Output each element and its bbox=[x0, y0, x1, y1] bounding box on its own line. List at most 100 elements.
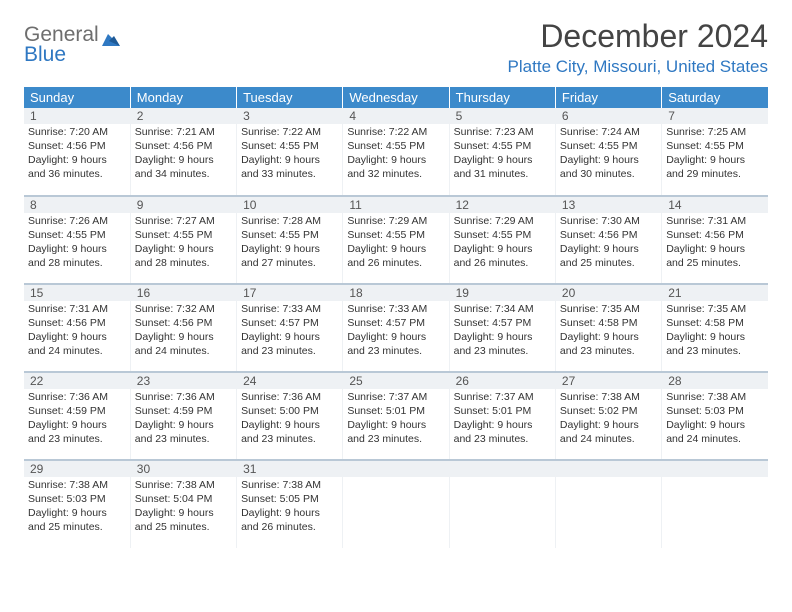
daylight-line: Daylight: 9 hours and 26 minutes. bbox=[241, 507, 338, 535]
sunset-line: Sunset: 4:55 PM bbox=[347, 140, 444, 154]
sunset-line: Sunset: 4:55 PM bbox=[560, 140, 657, 154]
day-number: 2 bbox=[131, 108, 236, 124]
day-number: 9 bbox=[131, 197, 236, 213]
day-details: Sunrise: 7:33 AMSunset: 4:57 PMDaylight:… bbox=[237, 301, 342, 361]
day-number: 30 bbox=[131, 461, 236, 477]
sunset-line: Sunset: 4:58 PM bbox=[666, 317, 764, 331]
daylight-line: Daylight: 9 hours and 33 minutes. bbox=[241, 154, 338, 182]
sunrise-line: Sunrise: 7:38 AM bbox=[560, 391, 657, 405]
calendar-day-cell: 15Sunrise: 7:31 AMSunset: 4:56 PMDayligh… bbox=[24, 284, 130, 372]
day-details: Sunrise: 7:30 AMSunset: 4:56 PMDaylight:… bbox=[556, 213, 661, 273]
sunset-line: Sunset: 5:00 PM bbox=[241, 405, 338, 419]
day-number: 7 bbox=[662, 108, 768, 124]
calendar-day-cell: 11Sunrise: 7:29 AMSunset: 4:55 PMDayligh… bbox=[343, 196, 449, 284]
sunrise-line: Sunrise: 7:30 AM bbox=[560, 215, 657, 229]
day-details: Sunrise: 7:34 AMSunset: 4:57 PMDaylight:… bbox=[450, 301, 555, 361]
calendar-day-cell: 21Sunrise: 7:35 AMSunset: 4:58 PMDayligh… bbox=[662, 284, 768, 372]
weekday-header: Thursday bbox=[449, 87, 555, 108]
day-details: Sunrise: 7:22 AMSunset: 4:55 PMDaylight:… bbox=[237, 124, 342, 184]
sunset-line: Sunset: 4:56 PM bbox=[28, 317, 126, 331]
day-number: 28 bbox=[662, 373, 768, 389]
sunrise-line: Sunrise: 7:22 AM bbox=[347, 126, 444, 140]
day-number-empty bbox=[556, 461, 661, 477]
month-title: December 2024 bbox=[508, 18, 768, 55]
calendar-day-cell: 28Sunrise: 7:38 AMSunset: 5:03 PMDayligh… bbox=[662, 372, 768, 460]
brand-word-2: Blue bbox=[24, 44, 99, 65]
sunset-line: Sunset: 4:55 PM bbox=[135, 229, 232, 243]
daylight-line: Daylight: 9 hours and 25 minutes. bbox=[28, 507, 126, 535]
daylight-line: Daylight: 9 hours and 24 minutes. bbox=[560, 419, 657, 447]
day-number: 17 bbox=[237, 285, 342, 301]
calendar-day-cell: 9 Sunrise: 7:27 AMSunset: 4:55 PMDaylight… bbox=[130, 196, 236, 284]
calendar-week-row: 8Sunrise: 7:26 AMSunset: 4:55 PMDaylight… bbox=[24, 196, 768, 284]
sunrise-line: Sunrise: 7:22 AM bbox=[241, 126, 338, 140]
daylight-line: Daylight: 9 hours and 28 minutes. bbox=[135, 243, 232, 271]
calendar-day-cell: 20Sunrise: 7:35 AMSunset: 4:58 PMDayligh… bbox=[555, 284, 661, 372]
calendar-day-cell: 26Sunrise: 7:37 AMSunset: 5:01 PMDayligh… bbox=[449, 372, 555, 460]
day-number: 22 bbox=[24, 373, 130, 389]
calendar-day-cell: 25Sunrise: 7:37 AMSunset: 5:01 PMDayligh… bbox=[343, 372, 449, 460]
day-number: 29 bbox=[24, 461, 130, 477]
day-number: 14 bbox=[662, 197, 768, 213]
daylight-line: Daylight: 9 hours and 26 minutes. bbox=[347, 243, 444, 271]
calendar-day-cell: 17Sunrise: 7:33 AMSunset: 4:57 PMDayligh… bbox=[237, 284, 343, 372]
calendar-day-cell: 6Sunrise: 7:24 AMSunset: 4:55 PMDaylight… bbox=[555, 108, 661, 196]
day-details: Sunrise: 7:38 AMSunset: 5:03 PMDaylight:… bbox=[24, 477, 130, 537]
calendar-day-cell bbox=[555, 460, 661, 548]
day-details: Sunrise: 7:21 AMSunset: 4:56 PMDaylight:… bbox=[131, 124, 236, 184]
calendar-day-cell: 31Sunrise: 7:38 AMSunset: 5:05 PMDayligh… bbox=[237, 460, 343, 548]
page-header: General Blue December 2024 Platte City, … bbox=[24, 18, 768, 77]
sunrise-line: Sunrise: 7:21 AM bbox=[135, 126, 232, 140]
day-details: Sunrise: 7:31 AMSunset: 4:56 PMDaylight:… bbox=[662, 213, 768, 273]
sunset-line: Sunset: 4:56 PM bbox=[560, 229, 657, 243]
daylight-line: Daylight: 9 hours and 23 minutes. bbox=[347, 331, 444, 359]
sunset-line: Sunset: 4:59 PM bbox=[28, 405, 126, 419]
calendar-day-cell: 27Sunrise: 7:38 AMSunset: 5:02 PMDayligh… bbox=[555, 372, 661, 460]
day-number: 4 bbox=[343, 108, 448, 124]
weekday-header: Tuesday bbox=[237, 87, 343, 108]
sunrise-line: Sunrise: 7:31 AM bbox=[666, 215, 764, 229]
sunset-line: Sunset: 5:05 PM bbox=[241, 493, 338, 507]
calendar-day-cell: 19Sunrise: 7:34 AMSunset: 4:57 PMDayligh… bbox=[449, 284, 555, 372]
sunrise-line: Sunrise: 7:37 AM bbox=[347, 391, 444, 405]
sunrise-line: Sunrise: 7:27 AM bbox=[135, 215, 232, 229]
day-number: 18 bbox=[343, 285, 448, 301]
day-number: 24 bbox=[237, 373, 342, 389]
daylight-line: Daylight: 9 hours and 32 minutes. bbox=[347, 154, 444, 182]
daylight-line: Daylight: 9 hours and 26 minutes. bbox=[454, 243, 551, 271]
sunrise-line: Sunrise: 7:35 AM bbox=[560, 303, 657, 317]
daylight-line: Daylight: 9 hours and 30 minutes. bbox=[560, 154, 657, 182]
sunrise-line: Sunrise: 7:34 AM bbox=[454, 303, 551, 317]
sunrise-line: Sunrise: 7:32 AM bbox=[135, 303, 232, 317]
day-details: Sunrise: 7:32 AMSunset: 4:56 PMDaylight:… bbox=[131, 301, 236, 361]
day-details: Sunrise: 7:37 AMSunset: 5:01 PMDaylight:… bbox=[343, 389, 448, 449]
calendar-day-cell: 29Sunrise: 7:38 AMSunset: 5:03 PMDayligh… bbox=[24, 460, 130, 548]
sunrise-line: Sunrise: 7:37 AM bbox=[454, 391, 551, 405]
day-details: Sunrise: 7:38 AMSunset: 5:04 PMDaylight:… bbox=[131, 477, 236, 537]
sunrise-line: Sunrise: 7:36 AM bbox=[28, 391, 126, 405]
calendar-day-cell: 2Sunrise: 7:21 AMSunset: 4:56 PMDaylight… bbox=[130, 108, 236, 196]
sunset-line: Sunset: 4:55 PM bbox=[666, 140, 764, 154]
sunset-line: Sunset: 4:55 PM bbox=[28, 229, 126, 243]
sunrise-line: Sunrise: 7:38 AM bbox=[135, 479, 232, 493]
daylight-line: Daylight: 9 hours and 34 minutes. bbox=[135, 154, 232, 182]
sunset-line: Sunset: 4:59 PM bbox=[135, 405, 232, 419]
day-number: 26 bbox=[450, 373, 555, 389]
day-number-empty bbox=[450, 461, 555, 477]
daylight-line: Daylight: 9 hours and 23 minutes. bbox=[28, 419, 126, 447]
day-details: Sunrise: 7:31 AMSunset: 4:56 PMDaylight:… bbox=[24, 301, 130, 361]
weekday-header: Saturday bbox=[662, 87, 768, 108]
brand-logo: General Blue bbox=[24, 18, 122, 65]
daylight-line: Daylight: 9 hours and 23 minutes. bbox=[347, 419, 444, 447]
daylight-line: Daylight: 9 hours and 24 minutes. bbox=[135, 331, 232, 359]
sunset-line: Sunset: 5:03 PM bbox=[28, 493, 126, 507]
calendar-day-cell: 12Sunrise: 7:29 AMSunset: 4:55 PMDayligh… bbox=[449, 196, 555, 284]
sunset-line: Sunset: 4:57 PM bbox=[241, 317, 338, 331]
sunset-line: Sunset: 4:56 PM bbox=[135, 317, 232, 331]
day-number-empty bbox=[343, 461, 448, 477]
sunrise-line: Sunrise: 7:36 AM bbox=[135, 391, 232, 405]
calendar-day-cell: 30Sunrise: 7:38 AMSunset: 5:04 PMDayligh… bbox=[130, 460, 236, 548]
sunrise-line: Sunrise: 7:36 AM bbox=[241, 391, 338, 405]
sunrise-line: Sunrise: 7:38 AM bbox=[241, 479, 338, 493]
day-details: Sunrise: 7:33 AMSunset: 4:57 PMDaylight:… bbox=[343, 301, 448, 361]
